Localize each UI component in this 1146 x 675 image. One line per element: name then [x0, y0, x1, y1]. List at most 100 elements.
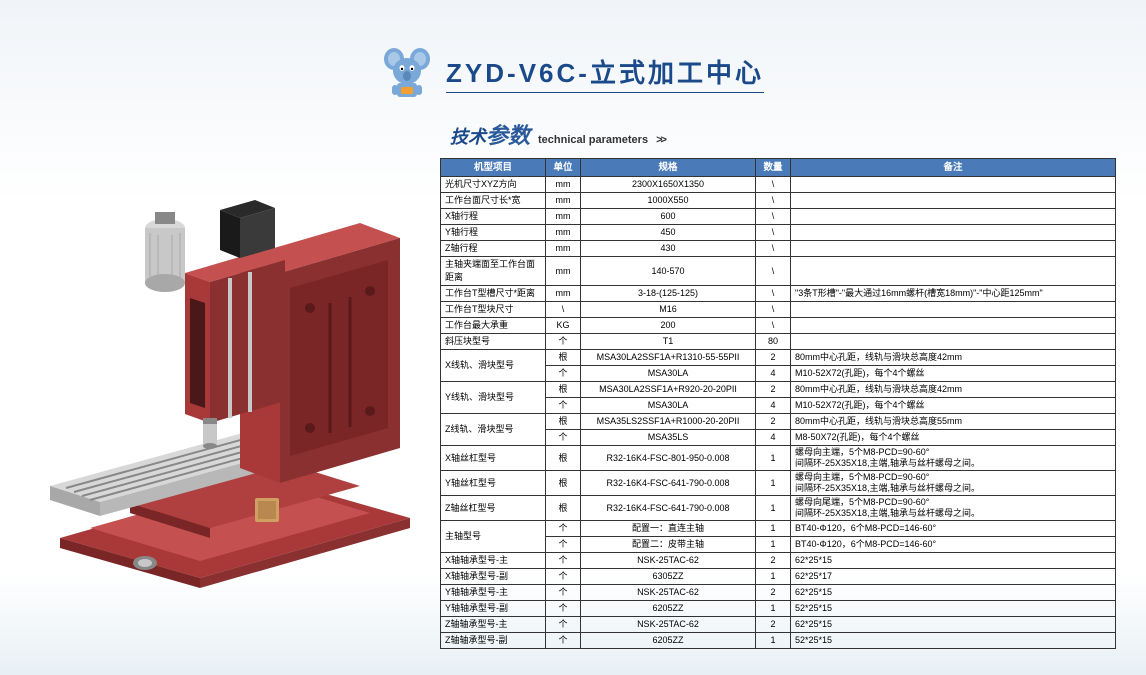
cell-spec: 140-570 — [581, 257, 756, 286]
table-row: 工作台面尺寸长*宽mm1000X550\ — [441, 193, 1116, 209]
cell-qty: 2 — [756, 382, 791, 398]
cell-note: BT40-Φ120，6个M8-PCD=146-60° — [791, 521, 1116, 537]
cell-spec: 430 — [581, 241, 756, 257]
cell-unit: 个 — [546, 585, 581, 601]
table-row: X轴轴承型号-主个NSK-25TAC-62262*25*15 — [441, 553, 1116, 569]
cell-item: 工作台T型块尺寸 — [441, 302, 546, 318]
cell-note — [791, 177, 1116, 193]
cell-item: Z轴丝杠型号 — [441, 496, 546, 521]
cell-unit: 个 — [546, 553, 581, 569]
cell-note: 螺母向主端，5个M8-PCD=90-60°间隔环-25X35X18,主端,轴承与… — [791, 471, 1116, 496]
cell-spec: 6205ZZ — [581, 601, 756, 617]
cell-unit: 根 — [546, 350, 581, 366]
cell-item: X轴轴承型号-副 — [441, 569, 546, 585]
cell-unit: mm — [546, 177, 581, 193]
cell-note — [791, 241, 1116, 257]
cell-qty: 1 — [756, 601, 791, 617]
cell-unit: 根 — [546, 414, 581, 430]
cell-unit: 个 — [546, 569, 581, 585]
cell-note: 52*25*15 — [791, 601, 1116, 617]
cell-qty: \ — [756, 257, 791, 286]
cell-note: 62*25*17 — [791, 569, 1116, 585]
cell-qty: 2 — [756, 617, 791, 633]
mascot-icon — [382, 45, 432, 100]
cell-note — [791, 193, 1116, 209]
cell-item: X轴行程 — [441, 209, 546, 225]
cell-qty: 2 — [756, 553, 791, 569]
cell-note: 52*25*15 — [791, 633, 1116, 649]
cell-item: 光机尺寸XYZ方向 — [441, 177, 546, 193]
cell-qty: \ — [756, 209, 791, 225]
cell-unit: mm — [546, 193, 581, 209]
cell-qty: 4 — [756, 398, 791, 414]
cell-spec: 3-18-(125-125) — [581, 286, 756, 302]
table-row: X轴行程mm600\ — [441, 209, 1116, 225]
cell-item: 主轴型号 — [441, 521, 546, 553]
cell-qty: 1 — [756, 537, 791, 553]
cell-qty: 1 — [756, 471, 791, 496]
cell-unit: 个 — [546, 617, 581, 633]
cell-qty: 4 — [756, 430, 791, 446]
th-note: 备注 — [791, 159, 1116, 177]
table-row: Y线轨、滑块型号根MSA30LA2SSF1A+R920-20-20PII280m… — [441, 382, 1116, 398]
cell-unit: mm — [546, 257, 581, 286]
cell-spec: NSK-25TAC-62 — [581, 585, 756, 601]
cell-note — [791, 257, 1116, 286]
table-row: 主轴夹端面至工作台面距离mm140-570\ — [441, 257, 1116, 286]
cell-item: 工作台T型槽尺寸*距离 — [441, 286, 546, 302]
table-row: Y轴行程mm450\ — [441, 225, 1116, 241]
subtitle-zh: 技术参数 — [450, 118, 530, 150]
cell-note: 62*25*15 — [791, 617, 1116, 633]
cell-item: 工作台最大承重 — [441, 318, 546, 334]
cell-note: 螺母向尾端，5个M8-PCD=90-60°间隔环-25X35X18,主端,轴承与… — [791, 496, 1116, 521]
cell-unit: 个 — [546, 633, 581, 649]
table-row: 工作台T型槽尺寸*距离mm3-18-(125-125)\"3条T形槽"-"最大通… — [441, 286, 1116, 302]
cell-spec: MSA35LS2SSF1A+R1000-20-20PII — [581, 414, 756, 430]
cell-note: BT40-Φ120，6个M8-PCD=146-60° — [791, 537, 1116, 553]
cell-qty: \ — [756, 302, 791, 318]
cell-spec: R32-16K4-FSC-641-790-0.008 — [581, 496, 756, 521]
table-row: Y轴丝杠型号根R32-16K4-FSC-641-790-0.0081螺母向主端，… — [441, 471, 1116, 496]
cell-unit: mm — [546, 286, 581, 302]
cell-item: Y轴丝杠型号 — [441, 471, 546, 496]
cell-note: M10-52X72(孔距)，每个4个螺丝 — [791, 398, 1116, 414]
cell-note — [791, 318, 1116, 334]
cell-unit: 个 — [546, 430, 581, 446]
cell-note: M10-52X72(孔距)，每个4个螺丝 — [791, 366, 1116, 382]
cell-spec: MSA30LA — [581, 366, 756, 382]
table-row: Z轴行程mm430\ — [441, 241, 1116, 257]
cell-qty: \ — [756, 241, 791, 257]
cell-spec: 配置一：直连主轴 — [581, 521, 756, 537]
cell-spec: R32-16K4-FSC-641-790-0.008 — [581, 471, 756, 496]
cell-qty: 2 — [756, 585, 791, 601]
cell-note: 62*25*15 — [791, 585, 1116, 601]
cell-note: "3条T形槽"-"最大通过16mm螺杆(槽宽18mm)"-"中心距125mm" — [791, 286, 1116, 302]
cell-unit: 根 — [546, 446, 581, 471]
cell-qty: 1 — [756, 633, 791, 649]
cell-spec: MSA30LA2SSF1A+R920-20-20PII — [581, 382, 756, 398]
page-header: ZYD-V6C-立式加工中心 — [0, 0, 1146, 100]
cell-spec: 6205ZZ — [581, 633, 756, 649]
cell-unit: KG — [546, 318, 581, 334]
cell-item: X轴轴承型号-主 — [441, 553, 546, 569]
cell-item: X线轨、滑块型号 — [441, 350, 546, 382]
spec-table-wrap: 机型项目 单位 规格 数量 备注 光机尺寸XYZ方向mm2300X1650X13… — [440, 158, 1116, 649]
cell-spec: 600 — [581, 209, 756, 225]
table-row: Z线轨、滑块型号根MSA35LS2SSF1A+R1000-20-20PII280… — [441, 414, 1116, 430]
cell-item: Z轴轴承型号-主 — [441, 617, 546, 633]
cell-unit: 根 — [546, 496, 581, 521]
cell-qty: 2 — [756, 350, 791, 366]
cell-note — [791, 225, 1116, 241]
cell-note: 80mm中心孔距，线轨与滑块总高度55mm — [791, 414, 1116, 430]
cell-note — [791, 302, 1116, 318]
cell-spec: T1 — [581, 334, 756, 350]
th-item: 机型项目 — [441, 159, 546, 177]
cell-spec: MSA30LA2SSF1A+R1310-55-55PII — [581, 350, 756, 366]
cell-item: 工作台面尺寸长*宽 — [441, 193, 546, 209]
table-row: Z轴轴承型号-主个NSK-25TAC-62262*25*15 — [441, 617, 1116, 633]
cell-item: Y线轨、滑块型号 — [441, 382, 546, 414]
cell-item: X轴丝杠型号 — [441, 446, 546, 471]
cell-spec: 2300X1650X1350 — [581, 177, 756, 193]
table-row: 工作台T型块尺寸\M16\ — [441, 302, 1116, 318]
cell-spec: R32-16K4-FSC-801-950-0.008 — [581, 446, 756, 471]
